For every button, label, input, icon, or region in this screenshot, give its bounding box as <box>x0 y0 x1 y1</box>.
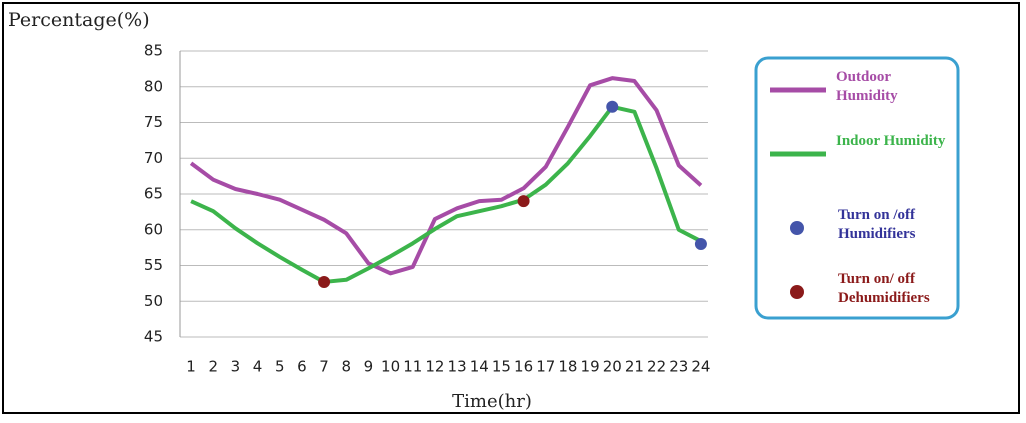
legend-label: Turn on /off Humidifiers <box>838 207 916 242</box>
marker-point <box>318 275 331 288</box>
x-tick-label: 7 <box>319 358 329 376</box>
y-tick-label: 65 <box>144 185 163 203</box>
y-tick-label: 85 <box>144 42 163 60</box>
y-axis-label: Percentage(%) <box>8 9 150 31</box>
x-tick-label: 14 <box>470 358 489 376</box>
x-tick-label: 20 <box>603 358 622 376</box>
x-tick-label: 15 <box>492 358 511 376</box>
legend-swatch <box>790 285 804 299</box>
x-tick-label: 11 <box>403 358 422 376</box>
x-tick-label: 6 <box>297 358 307 376</box>
y-tick-label: 75 <box>144 113 163 131</box>
x-tick-label: 19 <box>581 358 600 376</box>
x-tick-label: 17 <box>536 358 555 376</box>
y-tick-label: 55 <box>144 256 163 274</box>
x-tick-label: 4 <box>253 358 263 376</box>
x-tick-label: 10 <box>381 358 400 376</box>
x-tick-label: 8 <box>341 358 351 376</box>
y-tick-label: 45 <box>144 328 163 346</box>
legend-label: Turn on/ off Dehumidifiers <box>838 271 930 306</box>
legend-box <box>754 56 960 320</box>
legend-label: Outdoor Humidity <box>836 69 898 104</box>
y-tick-label: 50 <box>144 292 163 310</box>
y-tick-label: 80 <box>144 77 163 95</box>
x-tick-label: 23 <box>669 358 688 376</box>
x-tick-label: 5 <box>275 358 285 376</box>
frame <box>2 2 1020 414</box>
x-tick-label: 13 <box>448 358 467 376</box>
legend-swatch <box>790 221 804 235</box>
line-series <box>189 76 703 276</box>
x-tick-label: 12 <box>425 358 444 376</box>
x-tick-label: 21 <box>625 358 644 376</box>
marker-point <box>606 100 619 113</box>
marker-point <box>517 195 530 208</box>
y-tick-label: 70 <box>144 149 163 167</box>
x-tick-label: 1 <box>186 358 196 376</box>
y-tick-label: 60 <box>144 220 163 238</box>
x-axis-label: Time(hr) <box>452 391 532 412</box>
x-tick-label: 2 <box>208 358 218 376</box>
x-tick-label: 24 <box>691 358 710 376</box>
x-tick-label: 9 <box>364 358 374 376</box>
x-tick-label: 16 <box>514 358 533 376</box>
x-tick-label: 3 <box>231 358 241 376</box>
legend-label: Indoor Humidity <box>836 133 946 149</box>
x-tick-label: 22 <box>647 358 666 376</box>
x-tick-label: 18 <box>558 358 577 376</box>
marker-point <box>694 238 707 251</box>
